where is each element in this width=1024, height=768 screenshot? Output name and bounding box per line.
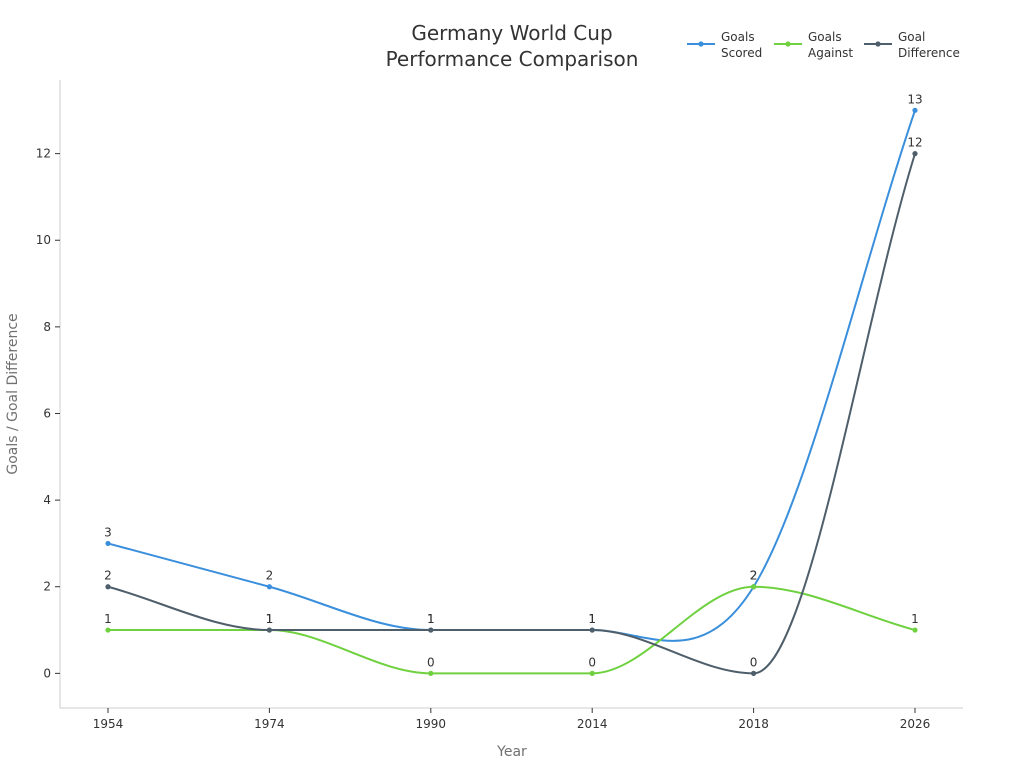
legend: Goals Scored Goals Against Goal Difference	[687, 30, 960, 60]
goal-difference-point	[428, 627, 434, 633]
x-tick-label: 2018	[738, 717, 769, 731]
y-tick-label: 10	[36, 233, 51, 247]
goal-difference-point	[266, 627, 272, 633]
goals-scored-point	[912, 107, 918, 113]
goals-scored-point	[105, 540, 111, 547]
goals-against-data-label: 1	[104, 612, 112, 626]
goal-difference-data-label: 1	[427, 612, 435, 626]
goals-scored-legend-label-line-2: Scored	[721, 46, 762, 60]
x-tick-label: 1990	[416, 717, 447, 731]
x-tick-label: 2026	[900, 717, 931, 731]
goals-against-data-label: 1	[911, 612, 919, 626]
goals-against-legend-marker	[785, 41, 791, 47]
goals-against-data-label: 0	[588, 655, 596, 669]
goals-against-data-label: 1	[266, 612, 274, 626]
y-tick-label: 6	[43, 406, 51, 420]
goals-against-point	[912, 627, 918, 633]
goal-difference-data-label: 0	[750, 655, 758, 669]
goals-scored-data-label: 2	[750, 569, 758, 583]
goal-difference-data-label: 1	[266, 612, 274, 626]
goals-scored-point	[266, 584, 272, 590]
goals-scored-data-label: 3	[104, 525, 112, 539]
goals-scored-line	[107, 109, 916, 642]
x-tick-label: 1954	[93, 717, 124, 731]
chart-title-line-1: Germany World Cup	[411, 21, 612, 45]
goal-difference-data-label: 1	[588, 612, 596, 626]
goals-against-point	[105, 627, 111, 633]
y-axis-label: Goals / Goal Difference	[5, 313, 21, 474]
x-tick-label: 1974	[254, 717, 285, 731]
y-tick-label: 8	[43, 320, 51, 334]
goals-against-data-label: 2	[750, 569, 758, 583]
goals-against-data-label: 0	[427, 655, 435, 669]
goal-difference-point	[912, 151, 918, 157]
goals-scored-data-label: 2	[266, 569, 274, 583]
y-tick-label: 12	[36, 147, 51, 161]
x-axis-label: Year	[496, 744, 527, 760]
goals-scored-data-label: 1	[427, 612, 435, 626]
series-layer	[105, 107, 918, 676]
goals-scored-data-label: 13	[907, 92, 922, 106]
goals-scored-legend-label-line-1: Goals	[721, 30, 755, 44]
goal-difference-legend-marker	[875, 41, 881, 47]
goal-difference-data-label: 2	[104, 569, 112, 583]
chart-title-line-2: Performance Comparison	[386, 47, 639, 71]
x-tick-label: 2014	[577, 717, 608, 731]
goal-difference-legend-label-line-1: Goal	[898, 30, 925, 44]
goal-difference-line	[107, 153, 916, 675]
goal-difference-point	[105, 584, 111, 590]
goals-scored-legend-marker	[698, 41, 704, 47]
y-tick-label: 2	[43, 580, 51, 594]
y-tick-label: 0	[43, 666, 51, 680]
goals-against-point	[751, 584, 757, 590]
goals-against-point	[428, 670, 434, 676]
goal-difference-point	[751, 670, 757, 676]
goal-difference-point	[589, 627, 595, 633]
goal-difference-legend-label-line-2: Difference	[898, 46, 960, 60]
goals-against-legend-label-line-2: Against	[808, 46, 853, 60]
goals-against-point	[589, 670, 595, 676]
goal-difference-data-label: 12	[907, 136, 922, 150]
y-tick-label: 4	[43, 493, 51, 507]
goals-scored-data-label: 1	[588, 612, 596, 626]
goals-against-legend-label-line-1: Goals	[808, 30, 842, 44]
